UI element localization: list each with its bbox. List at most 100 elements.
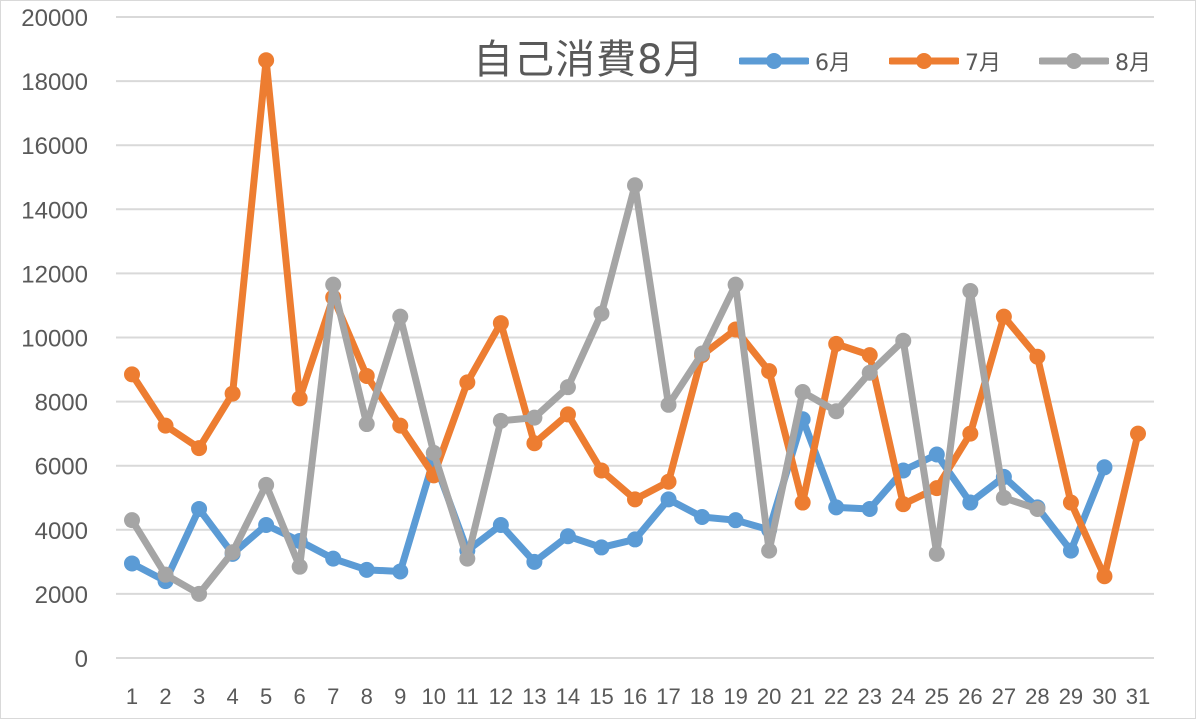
x-tick-label: 25 — [925, 684, 949, 709]
data-point-marker — [794, 383, 811, 400]
series-8月 — [124, 177, 1046, 602]
data-point-marker — [627, 177, 643, 194]
data-point-marker — [392, 308, 409, 325]
y-tick-label: 8000 — [35, 390, 88, 417]
data-point-marker — [861, 347, 878, 364]
data-point-marker — [995, 489, 1012, 506]
y-tick-label: 6000 — [35, 454, 88, 481]
x-tick-label: 11 — [456, 684, 479, 709]
data-point-marker — [1029, 348, 1046, 365]
x-tick-label: 19 — [723, 684, 747, 709]
y-tick-label: 12000 — [21, 261, 88, 288]
x-tick-label: 18 — [690, 684, 714, 709]
data-point-marker — [627, 491, 643, 508]
x-tick-label: 13 — [522, 684, 546, 709]
data-point-marker — [392, 563, 409, 580]
y-tick-label: 2000 — [35, 582, 88, 609]
data-point-marker — [962, 283, 979, 300]
data-point-marker — [526, 553, 543, 570]
data-point-marker — [1062, 494, 1079, 511]
data-point-marker — [995, 308, 1012, 325]
data-point-marker — [727, 512, 744, 529]
legend-label: 6月 — [815, 51, 851, 76]
data-point-marker — [191, 440, 208, 457]
x-tick-label: 7 — [327, 684, 339, 709]
x-tick-label: 16 — [623, 684, 647, 709]
data-point-marker — [425, 444, 442, 461]
data-point-marker — [224, 385, 241, 402]
data-point-marker — [325, 550, 342, 567]
data-point-marker — [258, 516, 275, 533]
data-point-marker — [962, 494, 979, 511]
data-point-marker — [593, 305, 610, 322]
data-point-marker — [861, 500, 878, 517]
y-tick-label: 14000 — [21, 197, 88, 224]
x-tick-label: 17 — [656, 684, 680, 709]
data-point-marker — [962, 425, 979, 442]
data-point-marker — [559, 379, 576, 396]
x-tick-label: 31 — [1126, 684, 1150, 709]
x-tick-label: 27 — [992, 684, 1016, 709]
x-tick-label: 24 — [891, 684, 915, 709]
x-tick-label: 15 — [589, 684, 613, 709]
data-point-marker — [1096, 568, 1113, 585]
x-tick-label: 3 — [193, 684, 205, 709]
data-point-marker — [459, 550, 476, 567]
data-point-marker — [761, 542, 778, 559]
data-point-marker — [928, 480, 945, 497]
data-point-marker — [1096, 459, 1113, 476]
data-point-marker — [492, 412, 509, 429]
data-point-marker — [559, 406, 576, 423]
data-point-marker — [660, 396, 677, 413]
data-point-marker — [828, 335, 845, 352]
data-point-marker — [828, 403, 845, 420]
data-point-marker — [694, 345, 711, 362]
x-tick-label: 1 — [126, 684, 138, 709]
data-point-marker — [191, 500, 208, 517]
data-point-marker — [392, 417, 409, 434]
x-tick-label: 8 — [361, 684, 373, 709]
x-tick-label: 9 — [394, 684, 406, 709]
x-tick-label: 26 — [958, 684, 982, 709]
legend-line-marker-icon — [1039, 53, 1109, 69]
legend-item-august: 8月 — [1039, 45, 1151, 77]
data-point-marker — [928, 545, 945, 562]
data-point-marker — [291, 390, 308, 407]
data-point-marker — [358, 561, 375, 578]
data-point-marker — [459, 374, 476, 391]
x-tick-label: 6 — [294, 684, 306, 709]
data-point-marker — [928, 446, 945, 463]
y-tick-label: 0 — [75, 646, 88, 673]
legend-line-marker-icon — [889, 53, 959, 69]
y-tick-label: 16000 — [21, 133, 88, 160]
legend-item-july: 7月 — [889, 45, 1001, 77]
data-point-marker — [325, 276, 342, 293]
legend-line-marker-icon — [739, 53, 809, 69]
data-point-marker — [358, 367, 375, 384]
data-point-marker — [895, 332, 912, 349]
data-point-marker — [224, 544, 241, 561]
x-tick-label: 30 — [1092, 684, 1116, 709]
data-point-marker — [828, 499, 845, 516]
x-tick-label: 4 — [226, 684, 238, 709]
data-point-marker — [358, 416, 375, 433]
data-point-marker — [627, 531, 643, 548]
chart-title: 自己消費8月 — [473, 37, 705, 83]
y-tick-label: 4000 — [35, 518, 88, 545]
data-point-marker — [124, 366, 140, 383]
data-point-marker — [794, 494, 811, 511]
x-tick-label: 29 — [1059, 684, 1083, 709]
x-tick-label: 12 — [489, 684, 513, 709]
data-point-marker — [157, 417, 174, 434]
data-point-marker — [492, 315, 509, 332]
data-point-marker — [492, 516, 509, 533]
data-point-marker — [191, 585, 208, 602]
x-tick-label: 2 — [159, 684, 171, 709]
data-point-marker — [559, 528, 576, 545]
data-point-marker — [124, 555, 140, 572]
x-tick-label: 28 — [1025, 684, 1049, 709]
data-point-marker — [258, 476, 275, 493]
x-tick-label: 22 — [824, 684, 848, 709]
data-point-marker — [258, 52, 275, 69]
